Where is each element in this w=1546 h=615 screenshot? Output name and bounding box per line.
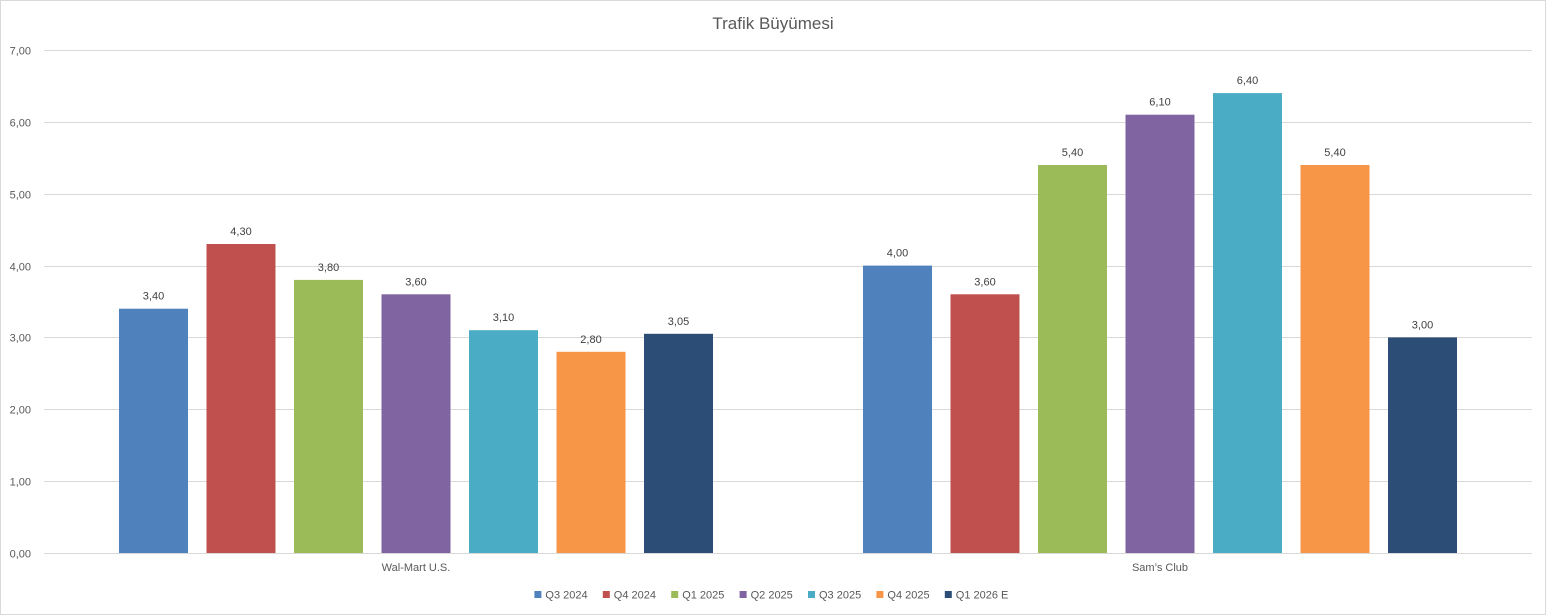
- data-label: 3,10: [493, 312, 514, 324]
- data-label: 6,10: [1149, 97, 1170, 109]
- bar: [1125, 114, 1195, 553]
- bar: [1388, 337, 1457, 553]
- y-axis-tick-labels: 0,00 1,00 2,00 3,00 4,00 5,00 6,00 7,00: [10, 46, 31, 561]
- y-tick-label: 1,00: [10, 477, 31, 489]
- y-tick-label: 6,00: [10, 118, 31, 130]
- legend-swatch: [944, 591, 952, 598]
- y-tick-label: 4,00: [10, 262, 31, 274]
- legend-swatch: [534, 591, 542, 598]
- bar: [1213, 93, 1282, 553]
- bar: [644, 333, 713, 553]
- data-label: 3,05: [668, 316, 689, 328]
- legend: Q3 2024 Q4 2024 Q1 2025 Q2 2025 Q3 2025 Q4 20…: [534, 590, 1008, 602]
- data-label: 3,80: [318, 262, 339, 274]
- data-label: 3,60: [405, 276, 426, 288]
- chart-title: Trafik Büyümesi: [712, 14, 833, 33]
- y-tick-label: 0,00: [10, 549, 31, 561]
- legend-label: Q1 2025: [682, 590, 724, 602]
- data-label: 4,00: [887, 248, 908, 260]
- legend-label: Q2 2025: [751, 590, 793, 602]
- legend-label: Q3 2024: [545, 590, 587, 602]
- y-tick-label: 7,00: [10, 46, 31, 58]
- data-labels: 3,40 4,30 3,80 3,60 3,10 2,80 3,05 4,00 3,60 5,40…: [143, 75, 1433, 346]
- x-axis-category-labels: Wal-Mart U.S. Sam’s Club: [382, 562, 1188, 574]
- bar: [1038, 165, 1107, 553]
- legend-label: Q4 2025: [887, 590, 929, 602]
- bar: [950, 294, 1020, 553]
- data-label: 3,60: [974, 276, 995, 288]
- y-tick-label: 5,00: [10, 190, 31, 202]
- data-label: 5,40: [1324, 147, 1345, 159]
- data-label: 2,80: [580, 334, 601, 346]
- bar: [1300, 165, 1370, 553]
- data-label: 6,40: [1237, 75, 1258, 87]
- legend-swatch: [739, 591, 747, 598]
- bar: [381, 294, 451, 553]
- legend-swatch: [808, 591, 815, 598]
- bar: [294, 279, 363, 553]
- data-label: 3,40: [143, 291, 164, 303]
- data-label: 4,30: [230, 226, 251, 238]
- bar: [863, 265, 932, 553]
- bar: [119, 308, 188, 553]
- gridlines: [44, 50, 1532, 554]
- legend-swatch: [876, 591, 884, 598]
- bar: [556, 351, 626, 553]
- legend-swatch: [671, 591, 679, 598]
- category-label: Wal-Mart U.S.: [382, 562, 451, 574]
- legend-label: Q4 2024: [614, 590, 656, 602]
- bars: [119, 93, 1457, 553]
- y-tick-label: 2,00: [10, 405, 31, 417]
- legend-label: Q3 2025: [819, 590, 861, 602]
- data-label: 3,00: [1412, 319, 1433, 331]
- legend-swatch: [602, 591, 610, 598]
- bar: [469, 330, 538, 553]
- data-label: 5,40: [1062, 147, 1083, 159]
- bar: [206, 244, 276, 553]
- legend-label: Q1 2026 E: [956, 590, 1009, 602]
- category-label: Sam’s Club: [1132, 562, 1188, 574]
- y-tick-label: 3,00: [10, 333, 31, 345]
